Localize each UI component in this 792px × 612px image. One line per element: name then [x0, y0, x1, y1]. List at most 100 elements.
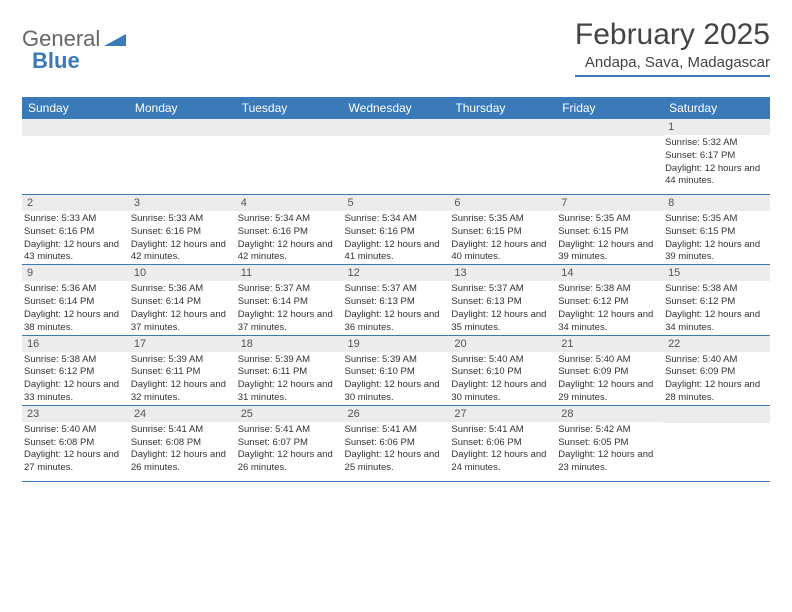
day-detail: Sunrise: 5:39 AMSunset: 6:11 PMDaylight:…: [236, 354, 343, 405]
day-number: 14: [556, 265, 663, 281]
logo: General: [22, 18, 128, 52]
day-number: 2: [22, 195, 129, 211]
month-title: February 2025: [575, 18, 770, 52]
day-cell: 16Sunrise: 5:38 AMSunset: 6:12 PMDayligh…: [22, 335, 129, 405]
day-detail: Sunrise: 5:41 AMSunset: 6:06 PMDaylight:…: [449, 424, 556, 475]
empty-day-number: [129, 119, 236, 136]
logo-text-blue: Blue: [32, 48, 80, 73]
empty-cell: [449, 119, 556, 195]
day-number: 13: [449, 265, 556, 281]
day-cell: 5 Sunrise: 5:34 AMSunset: 6:16 PMDaylight…: [343, 195, 450, 265]
day-number: 19: [343, 336, 450, 352]
day-detail: Sunrise: 5:41 AMSunset: 6:08 PMDaylight:…: [129, 424, 236, 475]
day-header-saturday: Saturday: [663, 97, 770, 119]
day-header-tuesday: Tuesday: [236, 97, 343, 119]
day-number: 22: [663, 336, 770, 352]
day-detail: Sunrise: 5:36 AMSunset: 6:14 PMDaylight:…: [129, 283, 236, 334]
day-cell: 7 Sunrise: 5:35 AMSunset: 6:15 PMDaylight…: [556, 195, 663, 265]
day-cell: 28Sunrise: 5:42 AMSunset: 6:05 PMDayligh…: [556, 405, 663, 481]
day-detail: Sunrise: 5:37 AMSunset: 6:14 PMDaylight:…: [236, 283, 343, 334]
day-detail: Sunrise: 5:41 AMSunset: 6:06 PMDaylight:…: [343, 424, 450, 475]
day-number: 27: [449, 406, 556, 422]
day-header-friday: Friday: [556, 97, 663, 119]
day-cell: 6 Sunrise: 5:35 AMSunset: 6:15 PMDaylight…: [449, 195, 556, 265]
empty-cell: [22, 119, 129, 195]
day-detail: Sunrise: 5:42 AMSunset: 6:05 PMDaylight:…: [556, 424, 663, 475]
empty-day-number: [343, 119, 450, 136]
day-header-row: SundayMondayTuesdayWednesdayThursdayFrid…: [22, 97, 770, 119]
day-number: 4: [236, 195, 343, 211]
day-number: 15: [663, 265, 770, 281]
empty-cell: [663, 405, 770, 481]
day-detail: Sunrise: 5:32 AMSunset: 6:17 PMDaylight:…: [663, 137, 770, 188]
day-number: 18: [236, 336, 343, 352]
calendar-table: SundayMondayTuesdayWednesdayThursdayFrid…: [22, 97, 770, 482]
day-number: 25: [236, 406, 343, 422]
day-detail: Sunrise: 5:39 AMSunset: 6:11 PMDaylight:…: [129, 354, 236, 405]
calendar-body: 1Sunrise: 5:32 AMSunset: 6:17 PMDaylight…: [22, 119, 770, 481]
day-cell: 25 Sunrise: 5:41 AMSunset: 6:07 PMDayligh…: [236, 405, 343, 481]
day-cell: 10 Sunrise: 5:36 AMSunset: 6:14 PMDayligh…: [129, 265, 236, 335]
day-number: 6: [449, 195, 556, 211]
day-detail: Sunrise: 5:38 AMSunset: 6:12 PMDaylight:…: [22, 354, 129, 405]
day-number: 5: [343, 195, 450, 211]
day-detail: Sunrise: 5:40 AMSunset: 6:08 PMDaylight:…: [22, 424, 129, 475]
day-detail: Sunrise: 5:35 AMSunset: 6:15 PMDaylight:…: [556, 213, 663, 264]
empty-cell: [129, 119, 236, 195]
day-header-thursday: Thursday: [449, 97, 556, 119]
day-cell: 24Sunrise: 5:41 AMSunset: 6:08 PMDayligh…: [129, 405, 236, 481]
logo-icon: [104, 26, 126, 52]
day-detail: Sunrise: 5:33 AMSunset: 6:16 PMDaylight:…: [129, 213, 236, 264]
day-number: 12: [343, 265, 450, 281]
day-number: 23: [22, 406, 129, 422]
day-detail: Sunrise: 5:34 AMSunset: 6:16 PMDaylight:…: [236, 213, 343, 264]
week-row: 16Sunrise: 5:38 AMSunset: 6:12 PMDayligh…: [22, 335, 770, 405]
day-cell: 13Sunrise: 5:37 AMSunset: 6:13 PMDayligh…: [449, 265, 556, 335]
week-row: 1Sunrise: 5:32 AMSunset: 6:17 PMDaylight…: [22, 119, 770, 195]
logo-blue-row: Blue: [32, 48, 80, 74]
day-header-sunday: Sunday: [22, 97, 129, 119]
day-detail: Sunrise: 5:38 AMSunset: 6:12 PMDaylight:…: [663, 283, 770, 334]
day-detail: Sunrise: 5:36 AMSunset: 6:14 PMDaylight:…: [22, 283, 129, 334]
day-number: 11: [236, 265, 343, 281]
day-header-monday: Monday: [129, 97, 236, 119]
day-detail: Sunrise: 5:38 AMSunset: 6:12 PMDaylight:…: [556, 283, 663, 334]
week-row: 2Sunrise: 5:33 AMSunset: 6:16 PMDaylight…: [22, 195, 770, 265]
day-detail: Sunrise: 5:35 AMSunset: 6:15 PMDaylight:…: [449, 213, 556, 264]
day-cell: 8 Sunrise: 5:35 AMSunset: 6:15 PMDaylight…: [663, 195, 770, 265]
day-header-wednesday: Wednesday: [343, 97, 450, 119]
title-block: February 2025 Andapa, Sava, Madagascar: [575, 18, 770, 77]
day-number: 8: [663, 195, 770, 211]
location: Andapa, Sava, Madagascar: [575, 54, 770, 77]
day-number: 10: [129, 265, 236, 281]
day-number: 17: [129, 336, 236, 352]
day-number: 7: [556, 195, 663, 211]
day-cell: 23 Sunrise: 5:40 AMSunset: 6:08 PMDayligh…: [22, 405, 129, 481]
week-row: 9Sunrise: 5:36 AMSunset: 6:14 PMDaylight…: [22, 265, 770, 335]
day-cell: 15 Sunrise: 5:38 AMSunset: 6:12 PMDayligh…: [663, 265, 770, 335]
day-detail: Sunrise: 5:34 AMSunset: 6:16 PMDaylight:…: [343, 213, 450, 264]
day-detail: Sunrise: 5:39 AMSunset: 6:10 PMDaylight:…: [343, 354, 450, 405]
empty-day-number: [22, 119, 129, 136]
day-number: 9: [22, 265, 129, 281]
day-detail: Sunrise: 5:35 AMSunset: 6:15 PMDaylight:…: [663, 213, 770, 264]
day-cell: 27 Sunrise: 5:41 AMSunset: 6:06 PMDayligh…: [449, 405, 556, 481]
day-number: 3: [129, 195, 236, 211]
day-detail: Sunrise: 5:41 AMSunset: 6:07 PMDaylight:…: [236, 424, 343, 475]
day-detail: Sunrise: 5:40 AMSunset: 6:10 PMDaylight:…: [449, 354, 556, 405]
day-detail: Sunrise: 5:33 AMSunset: 6:16 PMDaylight:…: [22, 213, 129, 264]
day-cell: 3 Sunrise: 5:33 AMSunset: 6:16 PMDaylight…: [129, 195, 236, 265]
header: General February 2025 Andapa, Sava, Mada…: [22, 18, 770, 77]
day-detail: Sunrise: 5:37 AMSunset: 6:13 PMDaylight:…: [343, 283, 450, 334]
empty-cell: [343, 119, 450, 195]
day-cell: 1Sunrise: 5:32 AMSunset: 6:17 PMDaylight…: [663, 119, 770, 195]
day-cell: 12 Sunrise: 5:37 AMSunset: 6:13 PMDayligh…: [343, 265, 450, 335]
empty-day-number: [236, 119, 343, 136]
day-number: 26: [343, 406, 450, 422]
week-row: 23 Sunrise: 5:40 AMSunset: 6:08 PMDayligh…: [22, 405, 770, 481]
day-cell: 4 Sunrise: 5:34 AMSunset: 6:16 PMDaylight…: [236, 195, 343, 265]
day-cell: 26 Sunrise: 5:41 AMSunset: 6:06 PMDayligh…: [343, 405, 450, 481]
day-cell: 11 Sunrise: 5:37 AMSunset: 6:14 PMDayligh…: [236, 265, 343, 335]
day-number: 20: [449, 336, 556, 352]
day-cell: 21Sunrise: 5:40 AMSunset: 6:09 PMDayligh…: [556, 335, 663, 405]
